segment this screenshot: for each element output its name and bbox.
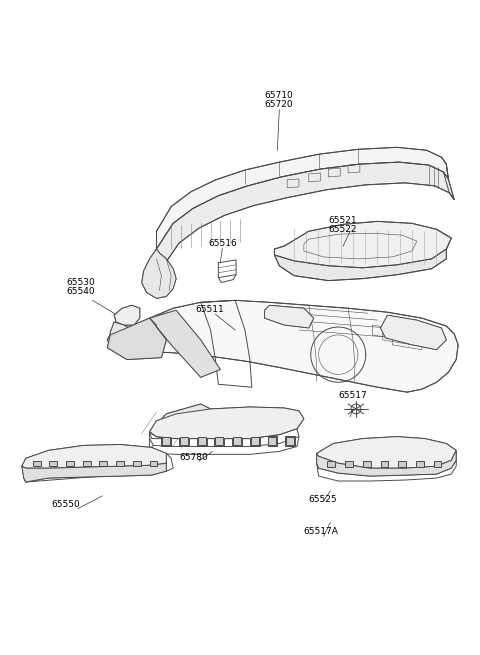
Polygon shape [327,461,336,467]
Polygon shape [398,461,406,467]
Text: 65540: 65540 [66,286,95,295]
Polygon shape [162,437,170,445]
Polygon shape [22,463,166,482]
Polygon shape [251,437,259,445]
Polygon shape [180,437,188,445]
Polygon shape [264,305,314,328]
Text: 65525: 65525 [309,495,337,504]
Polygon shape [49,461,57,466]
Polygon shape [198,437,205,445]
Polygon shape [150,310,220,377]
Polygon shape [33,461,40,466]
Text: 65522: 65522 [328,225,357,234]
Polygon shape [156,162,454,269]
Text: 65511: 65511 [196,305,225,314]
Text: 65516: 65516 [208,239,237,248]
Polygon shape [275,221,451,268]
Polygon shape [150,404,211,439]
Polygon shape [99,461,108,466]
Text: 65550: 65550 [51,500,80,509]
Polygon shape [286,437,294,445]
Polygon shape [66,461,74,466]
Polygon shape [317,451,456,476]
Polygon shape [150,461,157,466]
Polygon shape [381,315,446,350]
Polygon shape [345,461,353,467]
Polygon shape [216,437,223,445]
Text: 65517A: 65517A [304,527,339,536]
Text: 65530: 65530 [66,278,95,287]
Polygon shape [22,445,166,468]
Polygon shape [133,461,141,466]
Polygon shape [142,249,176,299]
Text: 65720: 65720 [264,100,293,109]
Text: 65780: 65780 [179,453,208,462]
Polygon shape [108,301,458,392]
Polygon shape [156,147,448,249]
Polygon shape [108,318,166,360]
Polygon shape [150,407,304,439]
Polygon shape [108,335,130,350]
Polygon shape [114,305,140,325]
Polygon shape [233,437,241,445]
Polygon shape [363,461,371,467]
Polygon shape [130,318,156,342]
Polygon shape [381,461,388,467]
Polygon shape [433,461,442,467]
Polygon shape [110,322,132,350]
Polygon shape [83,461,91,466]
Polygon shape [268,437,276,445]
Text: 65517: 65517 [338,391,367,400]
Polygon shape [275,229,451,280]
Text: 65710: 65710 [264,91,293,100]
Text: 65521: 65521 [328,216,357,225]
Polygon shape [416,461,424,467]
Polygon shape [116,461,124,466]
Polygon shape [317,437,456,468]
